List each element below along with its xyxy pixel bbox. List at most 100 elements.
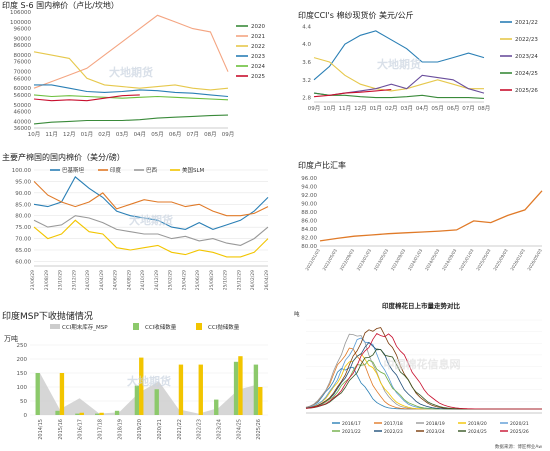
legend-label: 2024 [251,64,265,70]
y-tick-label: 94.00 [301,185,317,191]
series-line-2020 [33,114,229,125]
bar [238,356,243,415]
x-tick-label: 2023/05/03 [373,248,390,272]
x-tick-label: 01月 [370,105,383,112]
legend-label: 2021/22 [515,20,538,26]
y-tick-label: 86000 [14,43,32,49]
x-tick-label: 24/10/29 [140,270,146,290]
legend-label: 2019/20 [468,421,487,427]
x-tick-label: 2022/23 [197,419,203,440]
x-tick-label: 24/12/29 [154,270,160,290]
legend-label: 2023/24 [426,429,445,435]
x-tick-label: 2020/21 [157,419,163,440]
bar [99,412,104,415]
x-tick-label: 12月 [354,105,367,112]
bar [253,364,259,415]
y-tick-label: 85.00 [15,202,31,208]
x-tick-label: 2023/01/03 [356,248,373,272]
legend-label: 2022/23 [384,429,403,435]
x-tick-label: 2023/24 [216,419,222,440]
series-line-巴西 [33,215,269,246]
x-tick-label: 03月 [116,131,129,138]
watermark: 大地期货 [129,213,173,227]
y-tick-label: 70.00 [15,237,31,243]
x-tick-label: 2015/16 [58,419,64,440]
chart-cc: 印度CCI's 棉纱现货价 美元/公斤 4.4 4.0 3.6 3.2 2.8 09月 10… [292,0,550,142]
legend-swatch [50,324,60,329]
y-axis-label: 万吨 [4,334,18,343]
chart-fx-plot: 96.00 94.00 92.00 90.00 88.00 86.00 84.00 82.00… [301,176,543,272]
y-tick-label: 4.0 [302,42,311,48]
legend-label: 2023 [251,54,265,60]
legend-label: 2020/21 [510,421,529,427]
chart-zc: 主要产棉国的国内棉价（美分/磅） 100.00 95.00 90.00 85.00 80… [0,148,290,298]
chart-title: 印度卢比汇率 [298,161,346,170]
area-series [39,373,259,415]
y-tick-label: 96.00 [301,176,317,182]
y-tick-label: 100.00 [12,168,32,174]
legend-label: CCI期末库存_MSP [62,323,108,331]
x-tick-label: 26/02/29 [250,270,256,290]
bar [75,413,80,415]
chart-title: 印度 S-6 国内棉价（卢比/坎地） [2,1,119,10]
x-tick-label: 02月 [98,131,111,138]
x-tick-label: 23/12/29 [71,270,77,290]
watermark: 中国棉花信息网 [384,357,461,371]
bar [35,373,40,415]
x-tick-label: 25/12/29 [236,270,242,290]
x-tick-label: 25/08/29 [209,270,215,290]
y-tick-label: 150 [17,371,28,377]
bar [154,389,159,415]
y-tick-label: 92.00 [301,193,317,199]
bar [95,413,100,415]
series-line-2022/23 [313,57,484,92]
y-tick-label: 75.00 [15,225,31,231]
legend-label: 2020 [251,24,265,30]
x-tick-label: 04月 [134,131,147,138]
x-tick-label: 2021/22 [177,419,183,440]
source-note: 数据来源：博匠棉业Aw [495,443,542,450]
x-tick-label: 2023/09/03 [390,248,407,272]
legend-label: 2024/25 [468,429,487,435]
series-line-2025 [33,94,140,102]
y-axis-label: 吨 [294,310,300,318]
x-tick-label: 23/08/29 [44,270,50,290]
x-tick-label: 09月 [222,131,235,138]
legend-label: 2023/24 [515,54,538,60]
legend-label: 2022/23 [515,37,538,43]
y-tick-label: 3.2 [302,78,311,84]
legend-label: 美国SLM [182,166,205,174]
series-line-main [319,190,543,242]
x-tick-label: 08月 [204,131,217,138]
x-tick-label: 03月 [400,105,413,112]
legend-label: 2022 [251,44,265,50]
series-line-2023 [34,84,229,98]
x-tick-label: 2017/18 [97,419,103,440]
x-tick-label: 11月 [339,105,352,112]
x-tick-label: 24/06/29 [113,270,119,290]
legend-swatch [133,323,139,330]
y-tick-label: 46000 [14,109,32,115]
y-tick-label: 90000 [14,37,32,43]
x-tick-label: 2025/26 [256,419,262,440]
y-tick-label: 200 [17,357,28,363]
y-tick-label: 50000 [14,103,32,109]
legend-label: CCI收储数量 [145,323,177,331]
x-tick-label: 25/04/29 [181,270,187,290]
y-tick-label: 66000 [14,76,32,82]
y-tick-label: 65.00 [15,248,31,254]
x-tick-label: 24/02/29 [85,270,91,290]
x-tick-label: 2025/05/03 [475,248,492,272]
x-tick-label: 2018/19 [117,419,123,440]
chart-title: 印度CCI's 棉纱现货价 美元/公斤 [298,11,414,20]
x-tick-label: 12月 [63,131,76,138]
x-tick-label: 11月 [45,131,58,138]
x-tick-label: 2024/25 [236,419,242,440]
x-tick-label: 01月 [81,131,94,138]
x-tick-label: 07月 [186,131,199,138]
y-tick-label: 0 [24,413,28,419]
x-tick-label: 2016/17 [78,419,84,440]
series-line-美国SLM [33,219,269,258]
